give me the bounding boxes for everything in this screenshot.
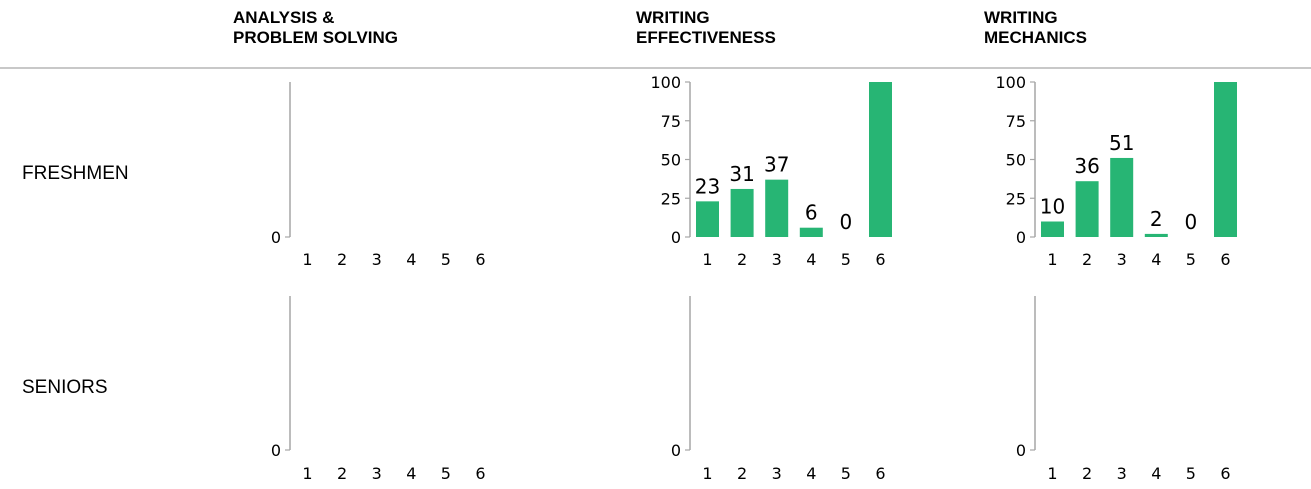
header-divider — [0, 67, 1311, 69]
data-label: 10 — [1040, 195, 1065, 219]
x-tick-label: 5 — [841, 464, 851, 483]
x-tick-label: 2 — [1082, 464, 1092, 483]
x-tick-label: 4 — [806, 464, 816, 483]
column-header-analysis: ANALYSIS & PROBLEM SOLVING — [233, 8, 398, 48]
chart-seniors-writing-mechanics: 0 1 2 3 4 5 6 — [1016, 296, 1231, 483]
y-tick-label: 50 — [661, 151, 681, 170]
x-tick-label: 2 — [1082, 250, 1092, 269]
x-tick-label: 5 — [1186, 250, 1196, 269]
x-tick-label: 2 — [737, 250, 747, 269]
data-label: 51 — [1109, 131, 1134, 155]
column-header-line: WRITING — [636, 8, 710, 27]
x-tick-label: 3 — [372, 250, 382, 269]
column-header-writing-effectiveness: WRITING EFFECTIVENESS — [636, 8, 776, 48]
bar — [1041, 221, 1064, 237]
chart-seniors-analysis: 0 1 2 3 4 5 6 — [271, 296, 486, 483]
y-tick-label: 0 — [671, 441, 681, 460]
data-label: 2 — [1150, 207, 1163, 231]
chart-seniors-writing-effectiveness: 0 1 2 3 4 5 6 — [671, 296, 886, 483]
column-header-line: EFFECTIVENESS — [636, 28, 776, 47]
x-tick-label: 5 — [441, 464, 451, 483]
x-tick-label: 1 — [1047, 250, 1057, 269]
x-tick-label: 6 — [475, 464, 485, 483]
x-tick-label: 2 — [337, 464, 347, 483]
y-tick-label: 0 — [1016, 228, 1026, 247]
y-tick-label: 25 — [661, 189, 681, 208]
x-tick-label: 1 — [302, 250, 312, 269]
column-header-line: ANALYSIS & — [233, 8, 335, 27]
column-header-line: PROBLEM SOLVING — [233, 28, 398, 47]
row-label-freshmen: FRESHMEN — [22, 163, 129, 184]
x-tick-label: 4 — [406, 464, 416, 483]
x-tick-label: 1 — [702, 464, 712, 483]
bar — [1110, 157, 1134, 237]
bar — [1144, 233, 1168, 237]
bar — [869, 82, 892, 237]
y-tick-label: 50 — [1006, 151, 1026, 170]
x-tick-label: 5 — [1186, 464, 1196, 483]
x-tick-label: 5 — [841, 250, 851, 269]
y-tick-label: 0 — [1016, 441, 1026, 460]
x-tick-label: 3 — [1117, 464, 1127, 483]
bar — [696, 201, 719, 237]
x-tick-label: 6 — [1220, 464, 1230, 483]
x-tick-label: 6 — [1220, 250, 1230, 269]
y-tick-label: 75 — [1006, 112, 1026, 131]
column-header-line: WRITING — [984, 8, 1058, 27]
x-tick-label: 4 — [806, 250, 816, 269]
x-tick-label: 6 — [875, 464, 885, 483]
bar — [765, 179, 789, 237]
x-tick-label: 3 — [772, 464, 782, 483]
bar — [1075, 181, 1099, 237]
chart-freshmen-analysis: 0 1 2 3 4 5 6 — [271, 82, 486, 269]
bar — [799, 227, 823, 237]
x-tick-label: 4 — [1151, 250, 1161, 269]
x-tick-label: 4 — [1151, 464, 1161, 483]
data-label: 0 — [1185, 210, 1198, 234]
bar — [1214, 82, 1237, 237]
column-header-line: MECHANICS — [984, 28, 1087, 47]
x-tick-label: 3 — [1117, 250, 1127, 269]
y-tick-label: 100 — [995, 73, 1026, 92]
data-label: 0 — [840, 210, 853, 234]
data-label: 23 — [695, 174, 720, 198]
data-label: 6 — [805, 201, 818, 225]
x-tick-label: 1 — [302, 464, 312, 483]
x-tick-label: 2 — [337, 250, 347, 269]
x-tick-label: 3 — [772, 250, 782, 269]
y-tick-label: 0 — [271, 228, 281, 247]
data-label: 31 — [729, 162, 754, 186]
column-header-writing-mechanics: WRITING MECHANICS — [984, 8, 1087, 48]
y-tick-label: 100 — [650, 73, 681, 92]
data-label: 36 — [1074, 154, 1099, 178]
x-tick-label: 2 — [737, 464, 747, 483]
x-tick-label: 1 — [1047, 464, 1057, 483]
bar — [730, 188, 754, 237]
x-tick-label: 4 — [406, 250, 416, 269]
x-tick-label: 5 — [441, 250, 451, 269]
data-label: 37 — [764, 153, 789, 177]
x-tick-label: 6 — [875, 250, 885, 269]
x-tick-label: 6 — [475, 250, 485, 269]
y-tick-label: 75 — [661, 112, 681, 131]
y-tick-label: 0 — [271, 441, 281, 460]
y-tick-label: 0 — [671, 228, 681, 247]
x-tick-label: 1 — [702, 250, 712, 269]
row-label-seniors: SENIORS — [22, 377, 108, 398]
x-tick-label: 3 — [372, 464, 382, 483]
y-tick-label: 25 — [1006, 189, 1026, 208]
